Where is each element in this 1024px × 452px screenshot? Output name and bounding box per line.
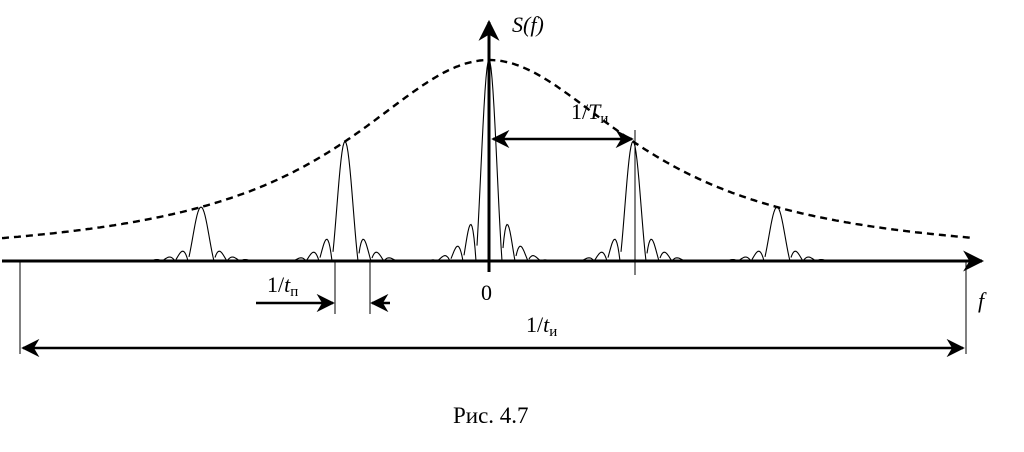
period-width-label: 1/Tи — [571, 99, 608, 127]
origin-label: 0 — [481, 280, 492, 305]
figure-caption: Рис. 4.7 — [453, 403, 529, 428]
x-axis-label: f — [978, 288, 987, 313]
pulse-spacing-label: 1/tп — [267, 272, 298, 300]
y-axis-label: S(f) — [512, 12, 544, 37]
spectrum-envelope-dashed-curve — [1, 58, 971, 240]
pulse-width-label: 1/tи — [526, 312, 557, 340]
